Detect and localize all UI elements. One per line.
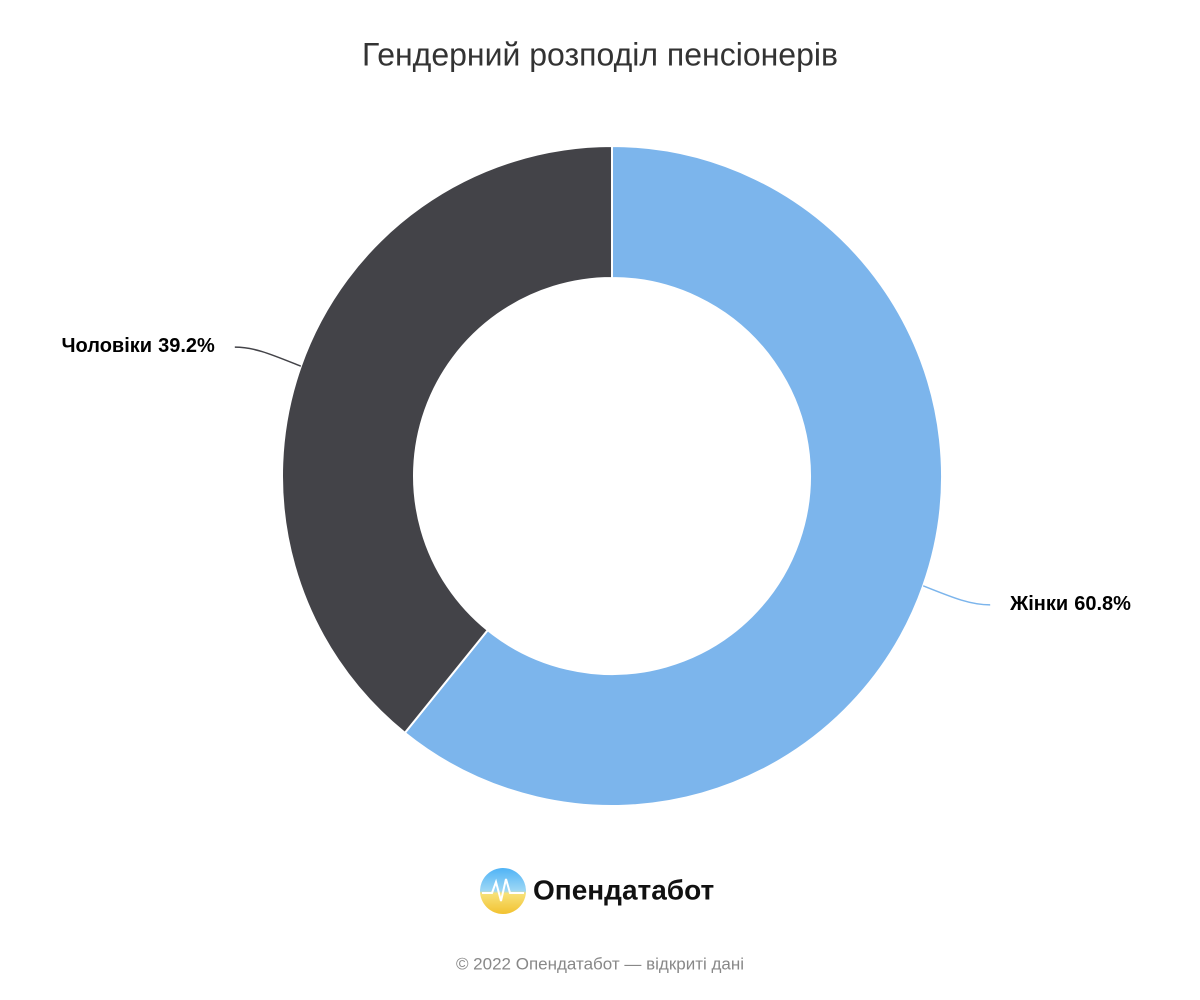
value-label: 60.8% bbox=[1074, 593, 1131, 615]
logo-pulse bbox=[482, 878, 524, 902]
connector bbox=[922, 585, 991, 606]
connector bbox=[234, 346, 302, 367]
credits: © 2022 Опендатабот — відкриті дані bbox=[456, 954, 744, 973]
value-label: 39.2% bbox=[158, 335, 215, 357]
category-label: Чоловіки bbox=[62, 335, 153, 357]
chart-title: Гендерний розподіл пенсіонерів bbox=[362, 36, 838, 72]
slice bbox=[403, 144, 943, 807]
slice bbox=[281, 144, 613, 735]
data-label: Жінки 60.8% bbox=[1009, 593, 1131, 615]
logo: Опендатабот bbox=[480, 868, 714, 914]
data-label: Чоловіки 39.2% bbox=[62, 335, 216, 357]
category-label: Жінки bbox=[1009, 593, 1068, 615]
logo-text: Опендатабот bbox=[533, 874, 714, 905]
